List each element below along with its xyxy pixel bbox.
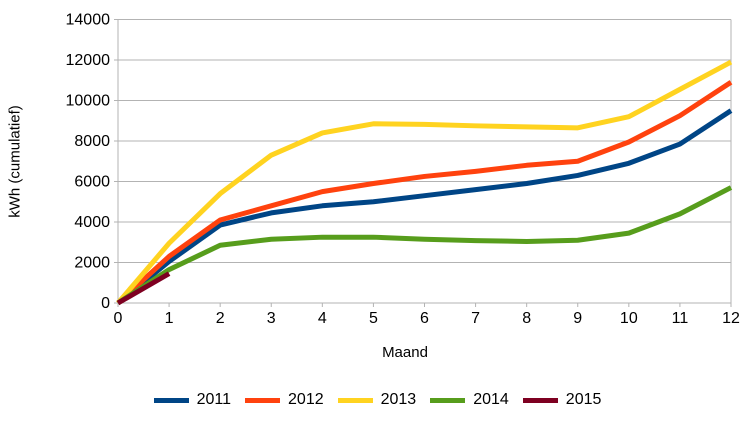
legend-swatch-2014 (430, 397, 466, 403)
legend-item-2011: 2011 (153, 391, 232, 408)
y-tick-label: 10000 (66, 93, 111, 110)
y-tick-label: 0 (101, 295, 110, 312)
x-tick-label: 1 (165, 310, 174, 327)
series-line-2015 (116, 271, 171, 306)
legend-label: 2015 (565, 391, 602, 408)
legend-swatch-2012 (245, 397, 281, 403)
x-tick-label: 11 (672, 310, 689, 327)
legend-swatch-2011 (153, 397, 189, 403)
x-tick-label: 5 (369, 310, 378, 327)
legend-swatch-2013 (337, 397, 373, 403)
y-tick-label: 14000 (66, 12, 111, 29)
x-axis-title: Maand (382, 344, 428, 361)
y-tick-label: 6000 (74, 174, 110, 191)
legend-label: 2013 (380, 391, 417, 408)
chart-legend: 2011 2012 2013 2014 2015 (0, 392, 755, 408)
legend-label: 2011 (196, 391, 232, 408)
x-tick-label: 2 (216, 310, 225, 327)
legend-item-2012: 2012 (245, 392, 324, 408)
series-line-2011 (116, 108, 733, 305)
x-tick-label: 7 (471, 310, 480, 327)
y-axis-title: kWh (cumulatief) (6, 105, 24, 218)
series-line-2013 (116, 59, 733, 305)
legend-item-2015: 2015 (522, 391, 602, 408)
legend-item-2014: 2014 (430, 392, 509, 408)
x-tick-label: 9 (573, 310, 582, 327)
y-tick-label: 2000 (74, 255, 110, 272)
legend-label: 2012 (288, 391, 324, 408)
x-tick-label: 10 (620, 310, 638, 327)
legend-swatch-2015 (522, 397, 558, 403)
x-tick-label: 12 (722, 310, 740, 327)
legend-item-2013: 2013 (337, 391, 417, 408)
series-line-2012 (116, 80, 733, 305)
series-line-2014 (116, 185, 733, 306)
y-tick-label: 12000 (66, 52, 111, 69)
x-tick-label: 8 (522, 310, 531, 327)
x-tick-label: 3 (267, 310, 276, 327)
y-tick-label: 4000 (74, 214, 110, 231)
x-tick-label: 6 (420, 310, 429, 327)
x-tick-label: 0 (114, 310, 123, 327)
x-tick-label: 4 (318, 310, 327, 327)
y-tick-label: 8000 (74, 133, 110, 150)
legend-label: 2014 (473, 391, 509, 408)
